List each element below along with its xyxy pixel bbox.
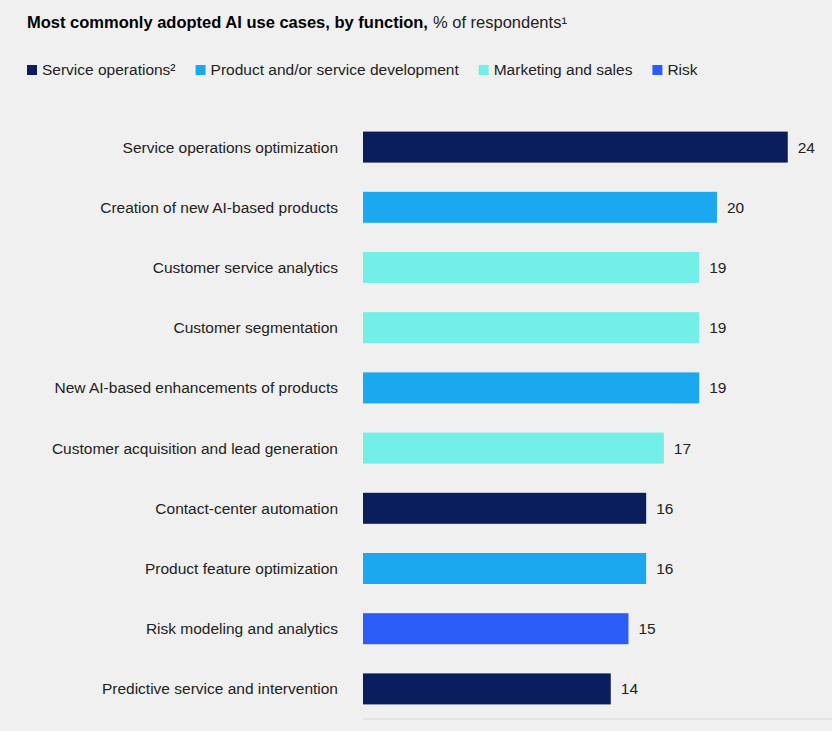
data-label: 19 — [709, 259, 726, 276]
bar — [363, 312, 699, 343]
category-label: Service operations optimization — [123, 139, 338, 156]
category-label: Risk modeling and analytics — [146, 620, 338, 637]
data-label: 19 — [709, 319, 726, 336]
bar — [363, 433, 664, 464]
data-label: 20 — [727, 199, 745, 216]
x-axis-line — [363, 719, 832, 720]
legend-label: Product and/or service development — [211, 61, 460, 78]
legend-label: Marketing and sales — [494, 61, 633, 78]
data-label: 15 — [638, 620, 655, 637]
legend-label: Service operations² — [42, 61, 176, 78]
category-label: Product feature optimization — [145, 560, 338, 577]
chart: Most commonly adopted AI use cases, by f… — [0, 0, 832, 731]
legend-swatch — [196, 65, 206, 75]
title: Most commonly adopted AI use cases, by f… — [27, 13, 428, 31]
data-label: 24 — [798, 139, 816, 156]
bar — [363, 252, 699, 283]
bar — [363, 132, 788, 163]
legend-swatch — [652, 65, 662, 75]
bar — [363, 613, 628, 644]
bar — [363, 372, 699, 403]
category-label: Customer service analytics — [153, 259, 338, 276]
category-label: New AI-based enhancements of products — [55, 379, 339, 396]
bar — [363, 553, 646, 584]
data-label: 19 — [709, 379, 726, 396]
subtitle: % of respondents¹ — [433, 13, 567, 31]
category-label: Customer acquisition and lead generation — [52, 440, 338, 457]
legend-swatch — [27, 65, 37, 75]
background — [0, 0, 832, 731]
data-label: 14 — [621, 680, 639, 697]
legend-swatch — [479, 65, 489, 75]
data-label: 16 — [656, 560, 673, 577]
category-label: Customer segmentation — [173, 319, 338, 336]
bar — [363, 673, 611, 704]
category-label: Creation of new AI-based products — [100, 199, 338, 216]
data-label: 17 — [674, 440, 691, 457]
data-labels: 24 16 14 20 19 16 19 19 17 15 — [621, 139, 816, 698]
bars — [363, 132, 788, 705]
category-label: Contact-center automation — [155, 500, 338, 517]
bar — [363, 192, 717, 223]
legend-label: Risk — [667, 61, 697, 78]
category-label: Predictive service and intervention — [102, 680, 338, 697]
bar — [363, 493, 646, 524]
data-label: 16 — [656, 500, 673, 517]
